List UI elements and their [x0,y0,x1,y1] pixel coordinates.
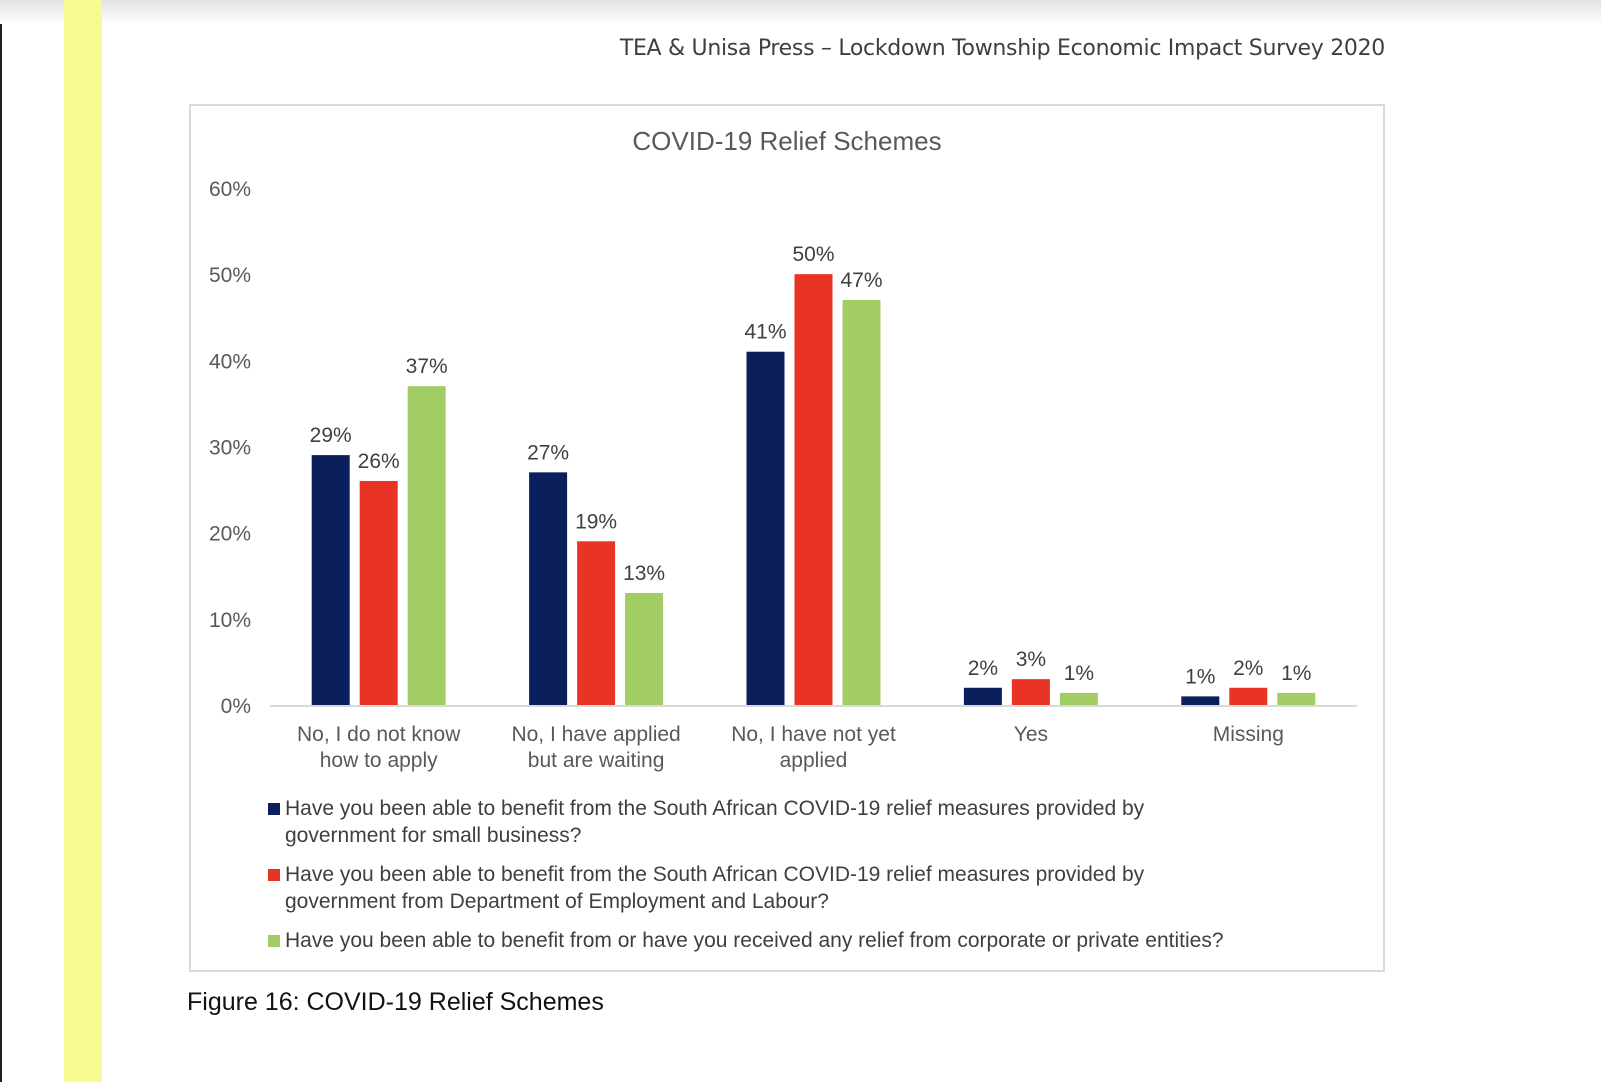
data-label: 19% [575,510,617,533]
x-tick-label: No, I have applied [511,723,680,746]
data-label: 29% [310,424,352,447]
x-axis-labels: No, I do not know how to apply No, I have … [297,723,1284,772]
x-tick-label: Missing [1213,723,1284,746]
y-tick-label: 0% [221,695,251,718]
bar [529,472,568,705]
bar [577,541,616,705]
top-shadow [0,0,1601,24]
x-tick-label: applied [780,749,848,772]
x-tick-label: how to apply [320,749,438,772]
bar [407,386,446,705]
data-label: 47% [840,269,882,292]
bar [794,274,833,705]
bar [842,300,881,705]
bars: 29% 27% 41% 2% 1% 26% 19% 50% 3% 2% 37% 13% 47% 1% 1% [310,243,1316,705]
y-tick-label: 30% [209,437,251,460]
data-label: 41% [744,321,786,344]
legend-swatch [268,803,280,815]
data-label: 1% [1064,662,1094,685]
bar [359,480,398,705]
bar [746,351,785,705]
legend-label: Have you been able to benefit from the S… [285,797,1145,820]
y-axis: 0% 10% 20% 30% 40% 50% 60% [209,178,251,718]
legend-item: Have you been able to benefit from or ha… [268,927,1368,954]
legend-item: Have you been able to benefit from the S… [268,861,1368,915]
window-left-edge [0,0,2,1082]
bar [963,687,1002,705]
y-tick-label: 10% [209,609,251,632]
data-label: 3% [1016,648,1046,671]
x-tick-label: Yes [1014,723,1048,746]
data-label: 2% [968,657,998,680]
page-margin-highlight [64,0,102,1082]
x-tick-label: No, I have not yet [731,723,896,746]
legend-swatch [268,869,280,881]
y-tick-label: 60% [209,178,251,201]
bar [1181,696,1220,705]
y-tick-label: 50% [209,264,251,287]
legend-label: Have you been able to benefit from the S… [285,863,1145,886]
bar [625,592,664,705]
bar [1229,687,1268,705]
data-label: 26% [358,450,400,473]
legend-label: Have you been able to benefit from or ha… [285,929,1224,952]
data-label: 37% [406,355,448,378]
bar [1011,679,1050,705]
y-tick-label: 20% [209,523,251,546]
bar [311,455,350,705]
figure-caption: Figure 16: COVID-19 Relief Schemes [187,988,604,1016]
legend-label: government from Department of Employment… [285,890,829,913]
x-tick-label: but are waiting [528,749,665,772]
bar [1059,692,1098,705]
data-label: 1% [1281,662,1311,685]
running-header: TEA & Unisa Press – Lockdown Township Ec… [619,36,1385,61]
data-label: 13% [623,562,665,585]
data-label: 50% [792,243,834,266]
data-label: 27% [527,441,569,464]
legend-item: Have you been able to benefit from the S… [268,795,1368,849]
legend-swatch [268,935,280,947]
data-label: 1% [1185,665,1215,688]
x-tick-label: No, I do not know [297,723,461,746]
y-tick-label: 40% [209,350,251,373]
data-label: 2% [1233,657,1263,680]
bar [1277,692,1316,705]
chart-legend: Have you been able to benefit from the S… [268,795,1368,966]
legend-label: government for small business? [285,824,582,847]
chart-title: COVID-19 Relief Schemes [632,126,941,156]
